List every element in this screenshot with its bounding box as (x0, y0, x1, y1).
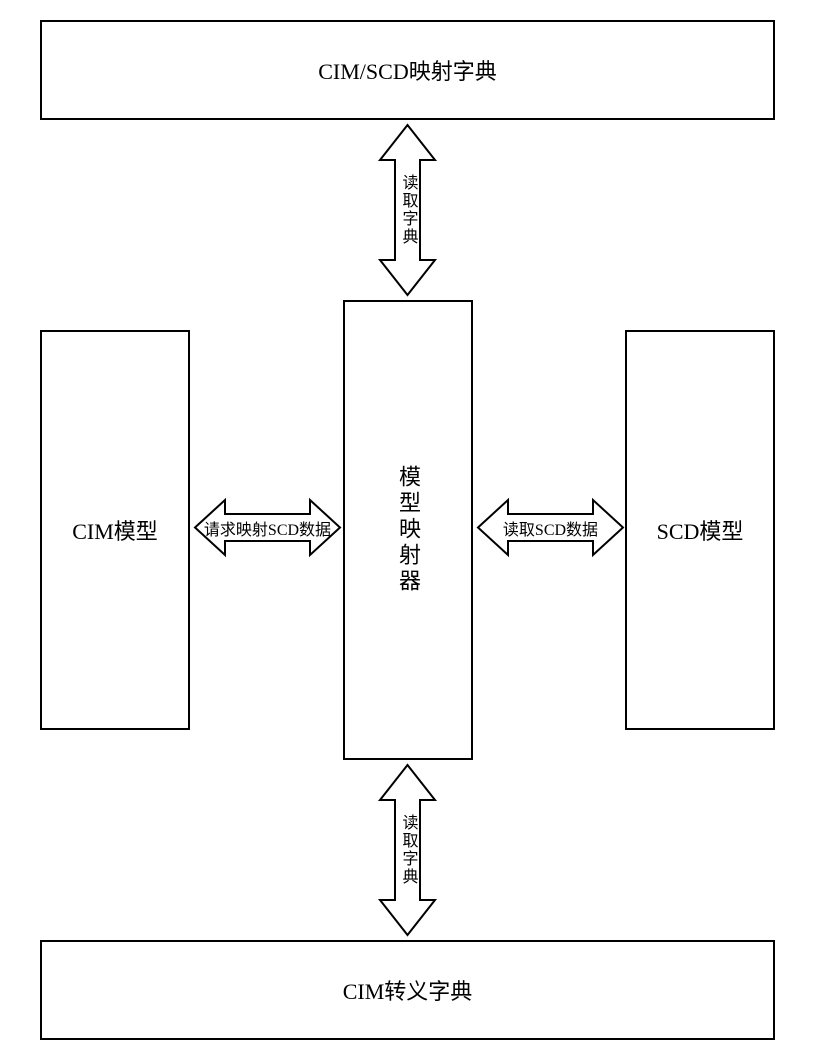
node-bottom-escape-dictionary: CIM转义字典 (40, 940, 775, 1040)
node-left-cim-model: CIM模型 (40, 330, 190, 730)
arrow-center-bottom-label-wrap: 读取字典 (380, 800, 435, 900)
node-center-label: 模型映射器 (392, 465, 424, 595)
arrow-left-center-label-wrap: 请求映射SCD数据 (195, 500, 340, 555)
arrow-center-bottom-label: 读取字典 (396, 814, 420, 886)
node-center-model-mapper: 模型映射器 (343, 300, 473, 760)
node-top-label: CIM/SCD映射字典 (318, 54, 496, 86)
arrow-center-right-label: 读取SCD数据 (503, 516, 598, 540)
node-top-mapping-dictionary: CIM/SCD映射字典 (40, 20, 775, 120)
node-right-scd-model: SCD模型 (625, 330, 775, 730)
node-left-label: CIM模型 (72, 514, 158, 546)
arrow-center-right-label-wrap: 读取SCD数据 (478, 500, 623, 555)
arrow-top-center-label-wrap: 读取字典 (380, 160, 435, 260)
arrow-left-center-label: 请求映射SCD数据 (204, 516, 331, 540)
arrow-top-center-label: 读取字典 (396, 174, 420, 246)
node-right-label: SCD模型 (657, 514, 744, 546)
node-bottom-label: CIM转义字典 (343, 974, 473, 1006)
